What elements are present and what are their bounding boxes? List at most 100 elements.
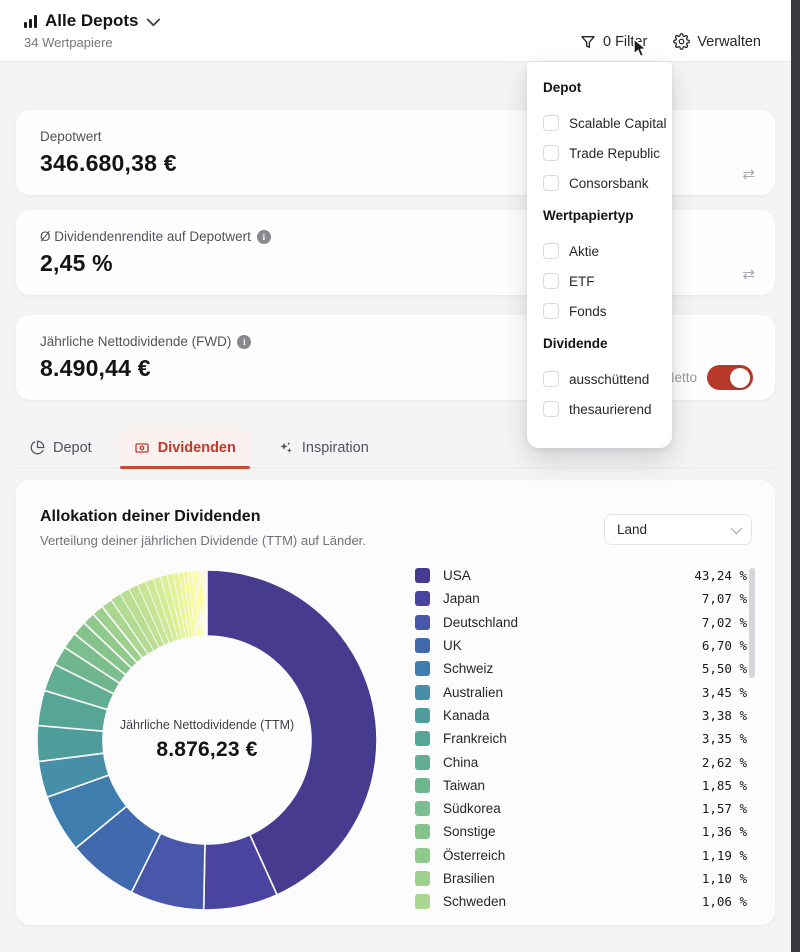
filter-option-label: Scalable Capital bbox=[569, 115, 667, 131]
legend-value: 3,45 % bbox=[701, 684, 747, 700]
filter-option[interactable]: Consorsbank bbox=[543, 168, 656, 198]
legend-row[interactable]: Kanada 3,38 % bbox=[415, 704, 747, 727]
stat-card-value: 2,45 % bbox=[40, 250, 113, 276]
legend-label: Deutschland bbox=[443, 614, 519, 630]
legend-value: 1,06 % bbox=[701, 894, 747, 910]
page-title: Alle Depots bbox=[45, 11, 139, 30]
manage-button[interactable]: Verwalten bbox=[673, 33, 761, 50]
legend-value: 3,35 % bbox=[701, 731, 747, 747]
tab-inspiration[interactable]: Inspiration bbox=[264, 430, 383, 466]
legend-value: 1,57 % bbox=[701, 801, 747, 817]
legend-row[interactable]: Frankreich 3,35 % bbox=[415, 727, 747, 750]
legend-label: Kanada bbox=[443, 707, 490, 723]
legend-label: USA bbox=[443, 568, 471, 584]
filter-option[interactable]: Fonds bbox=[543, 296, 656, 326]
pie-chart-icon bbox=[30, 440, 45, 455]
filter-option-label: thesaurierend bbox=[569, 401, 652, 417]
filter-option[interactable]: ETF bbox=[543, 266, 656, 296]
gear-icon bbox=[673, 33, 691, 50]
filter-option[interactable]: Scalable Capital bbox=[543, 108, 667, 138]
checkbox[interactable] bbox=[543, 115, 559, 131]
sparkles-icon bbox=[280, 441, 292, 453]
chevron-down-icon bbox=[145, 12, 161, 27]
toggle-knob bbox=[730, 367, 750, 388]
legend-value: 43,24 % bbox=[694, 568, 747, 584]
filter-option-label: Trade Republic bbox=[569, 145, 661, 161]
checkbox[interactable] bbox=[543, 401, 559, 417]
legend-row[interactable]: Brasilien 1,10 % bbox=[415, 867, 747, 890]
legend-value: 3,38 % bbox=[701, 707, 747, 723]
filter-option-label: ausschüttend bbox=[569, 371, 650, 387]
info-icon[interactable]: i bbox=[256, 229, 271, 244]
filter-section: Wertpapiertyp Aktie ETF Fonds bbox=[543, 208, 656, 326]
legend-value: 5,50 % bbox=[701, 661, 747, 677]
legend-value: 1,19 % bbox=[701, 847, 747, 863]
tab-depot[interactable]: Depot bbox=[16, 430, 106, 466]
legend-swatch bbox=[415, 661, 430, 677]
checkbox[interactable] bbox=[543, 243, 559, 259]
legend-row[interactable]: Deutschland 7,02 % bbox=[415, 611, 747, 634]
legend-value: 6,70 % bbox=[701, 638, 747, 654]
legend-row[interactable]: Schweiz 5,50 % bbox=[415, 657, 747, 680]
tab-dividenden[interactable]: Dividenden bbox=[119, 429, 251, 469]
filter-option-label: Aktie bbox=[569, 243, 600, 259]
legend-swatch bbox=[415, 824, 430, 840]
legend-row[interactable]: UK 6,70 % bbox=[415, 634, 747, 657]
legend-swatch bbox=[415, 754, 430, 770]
mouse-cursor bbox=[633, 38, 648, 58]
legend-row[interactable]: Österreich 1,19 % bbox=[415, 844, 747, 867]
legend-row[interactable]: Japan 7,07 % bbox=[415, 587, 747, 610]
filter-option-label: Consorsbank bbox=[569, 175, 649, 191]
donut-slice[interactable] bbox=[206, 569, 378, 896]
legend-swatch bbox=[415, 731, 430, 747]
legend-swatch bbox=[415, 847, 430, 863]
portfolio-switcher[interactable]: Alle Depots bbox=[24, 11, 161, 31]
filter-option[interactable]: Trade Republic bbox=[543, 138, 660, 168]
netto-toggle-label: Netto bbox=[664, 370, 697, 385]
legend-row[interactable]: Australien 3,45 % bbox=[415, 680, 747, 703]
legend-swatch bbox=[415, 871, 430, 886]
checkbox[interactable] bbox=[543, 145, 559, 161]
filter-option[interactable]: thesaurierend bbox=[543, 394, 656, 424]
money-icon bbox=[135, 442, 149, 453]
netto-toggle[interactable] bbox=[707, 365, 753, 390]
legend-swatch bbox=[415, 614, 430, 630]
checkbox[interactable] bbox=[543, 303, 559, 319]
legend-row[interactable]: Sonstige 1,36 % bbox=[415, 820, 747, 843]
filter-option[interactable]: Aktie bbox=[543, 236, 656, 266]
chevron-down-icon bbox=[730, 522, 743, 534]
legend-row[interactable]: Taiwan 1,85 % bbox=[415, 774, 747, 797]
info-icon[interactable]: i bbox=[237, 334, 252, 349]
legend-value: 1,36 % bbox=[701, 824, 747, 840]
stat-card-value: 346.680,38 € bbox=[40, 150, 177, 176]
filter-section-heading: Depot bbox=[543, 80, 582, 95]
chart-legend: USA 43,24 % Japan 7,07 % Deutschland 7,02 % UK… bbox=[415, 564, 747, 913]
legend-swatch bbox=[415, 591, 430, 607]
legend-scrollbar[interactable] bbox=[749, 568, 755, 678]
group-by-select[interactable]: Land bbox=[604, 514, 752, 545]
legend-label: Australien bbox=[443, 684, 504, 700]
legend-swatch bbox=[415, 777, 430, 793]
swap-currency-icon[interactable]: ⇄ bbox=[742, 166, 755, 183]
checkbox[interactable] bbox=[543, 371, 559, 387]
donut-slice[interactable] bbox=[205, 569, 208, 637]
filter-section-heading: Dividende bbox=[543, 336, 608, 351]
legend-value: 7,02 % bbox=[701, 614, 747, 630]
legend-value: 1,10 % bbox=[701, 871, 747, 886]
allocation-title: Allokation deiner Dividenden bbox=[40, 508, 261, 525]
filter-option[interactable]: ausschüttend bbox=[543, 364, 656, 394]
checkbox[interactable] bbox=[543, 273, 559, 289]
filter-section-heading: Wertpapiertyp bbox=[543, 208, 634, 223]
legend-row[interactable]: China 2,62 % bbox=[415, 750, 747, 773]
bar-chart-icon bbox=[24, 14, 37, 28]
legend-swatch bbox=[415, 894, 430, 910]
legend-row[interactable]: Schweden 1,06 % bbox=[415, 890, 747, 913]
checkbox[interactable] bbox=[543, 175, 559, 191]
swap-currency-icon[interactable]: ⇄ bbox=[742, 266, 755, 283]
legend-row[interactable]: Südkorea 1,57 % bbox=[415, 797, 747, 820]
tab-label: Depot bbox=[53, 439, 92, 456]
legend-label: Japan bbox=[443, 591, 480, 607]
legend-row[interactable]: USA 43,24 % bbox=[415, 564, 747, 587]
legend-swatch bbox=[415, 801, 430, 817]
